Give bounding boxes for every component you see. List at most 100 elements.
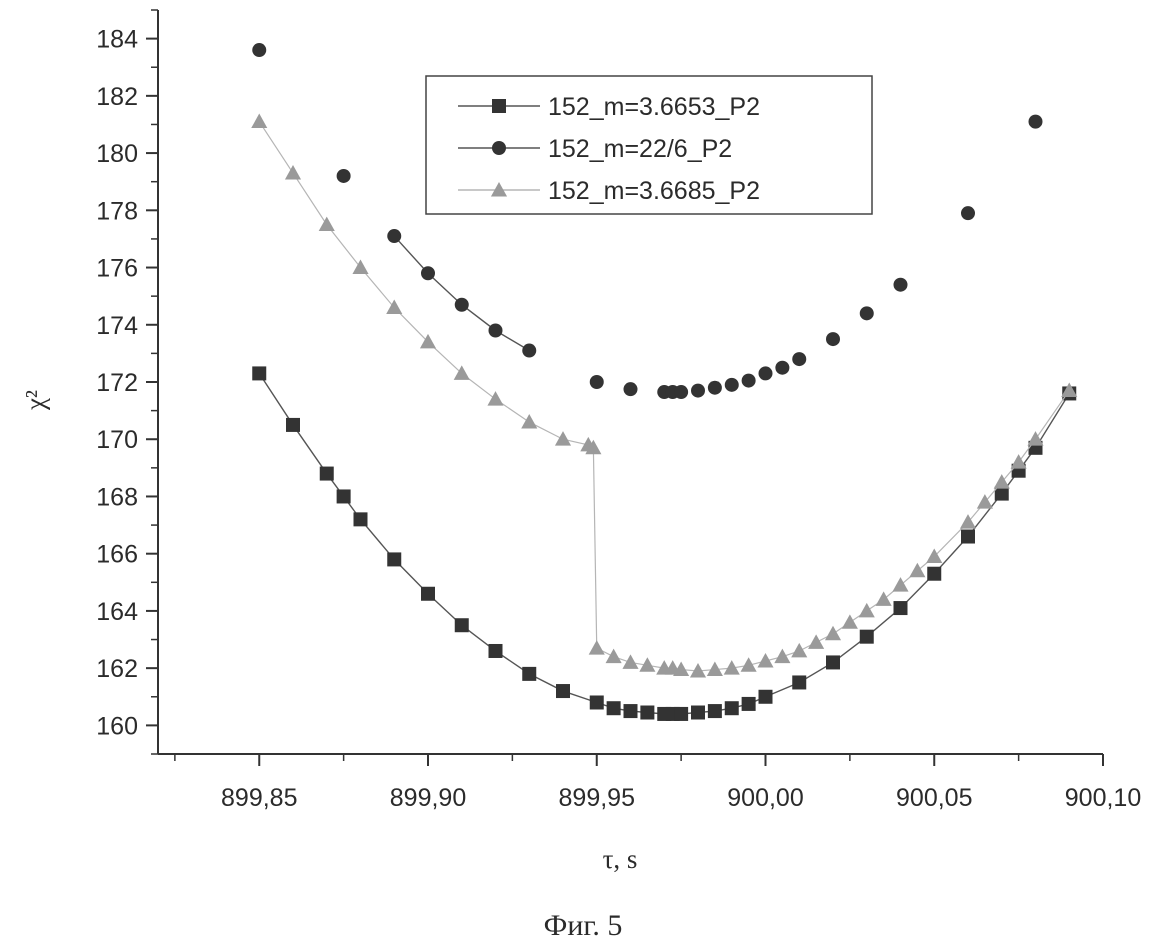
y-tick-label: 160 — [96, 712, 138, 740]
x-axis-title-group: τ, s — [603, 844, 638, 874]
y-tick-label: 166 — [96, 541, 138, 569]
data-point — [319, 466, 334, 481]
data-point — [959, 514, 977, 529]
data-point — [740, 657, 757, 672]
data-point — [775, 360, 790, 375]
y-tick-label: 168 — [96, 483, 138, 511]
series-line — [258, 121, 1070, 672]
data-point — [639, 657, 656, 672]
data-point — [522, 343, 537, 358]
x-ticks: 899,85 899,90 899,95 900,00 900,05 900,10 — [174, 754, 1141, 812]
legend-marker — [490, 181, 508, 197]
data-point — [286, 417, 300, 432]
data-point — [252, 43, 267, 58]
data-point — [723, 660, 740, 675]
data-point — [487, 391, 504, 406]
data-point — [724, 701, 739, 716]
data-point — [251, 113, 268, 129]
data-point — [757, 652, 774, 668]
data-point — [284, 165, 302, 180]
data-point — [353, 512, 368, 527]
data-point — [606, 701, 621, 716]
y-tick-label: 184 — [96, 26, 138, 54]
x-tick-label: 900,00 — [727, 784, 803, 812]
x-tick-label: 899,95 — [559, 784, 635, 812]
data-point — [1028, 114, 1043, 129]
x-axis-title: τ, s — [603, 844, 638, 874]
data-point — [421, 266, 435, 281]
data-point — [454, 297, 469, 312]
y-ticks: 160 162 164 166 168 170 172 174 176 178 180 182 184 — [96, 9, 158, 755]
data-point — [826, 655, 840, 670]
data-point — [994, 486, 1009, 501]
data-point — [893, 277, 908, 292]
data-point — [774, 648, 791, 664]
data-point — [673, 661, 690, 677]
data-point — [386, 299, 403, 315]
data-point — [387, 552, 402, 567]
data-point — [859, 306, 874, 321]
data-point — [556, 684, 570, 699]
data-point — [623, 382, 638, 397]
data-point — [522, 666, 537, 681]
data-point — [1010, 454, 1027, 469]
data-point — [622, 654, 639, 669]
data-point — [454, 618, 469, 633]
data-point — [824, 625, 842, 641]
data-point — [758, 689, 773, 704]
data-point — [926, 548, 943, 563]
legend-marker — [492, 141, 506, 155]
data-point — [724, 377, 739, 392]
data-point — [927, 566, 942, 581]
y-axis-title-group: χ² — [20, 390, 50, 411]
legend: 152_m=3.6653_P2 152_m=22/6_P2 152_m=3.6685… — [425, 75, 873, 215]
data-point — [585, 439, 602, 455]
data-point — [387, 229, 402, 244]
data-point — [758, 366, 773, 381]
data-point — [859, 629, 874, 644]
y-tick-label: 178 — [96, 197, 138, 225]
data-point — [707, 704, 722, 719]
data-point — [858, 602, 875, 618]
data-point — [791, 642, 808, 658]
series-triangle — [251, 113, 1078, 678]
figure-caption: Фиг. 5 — [544, 909, 623, 942]
data-point — [792, 352, 807, 367]
y-axis-title: χ² — [20, 390, 50, 411]
x-tick-label: 900,05 — [896, 784, 972, 812]
data-point — [623, 704, 638, 719]
data-point — [808, 634, 825, 649]
data-point — [419, 333, 437, 349]
data-point — [706, 661, 723, 677]
data-point — [875, 591, 892, 606]
data-point — [318, 216, 335, 232]
data-point — [589, 375, 604, 389]
data-point — [554, 431, 572, 446]
y-tick-label: 170 — [96, 426, 138, 454]
y-tick-label: 176 — [96, 255, 138, 283]
data-point — [976, 494, 993, 509]
legend-marker — [492, 99, 506, 113]
legend-label: 152_m=3.6685_P2 — [548, 177, 760, 205]
data-point — [909, 562, 926, 578]
x-tick-label: 899,90 — [390, 784, 466, 812]
data-point — [841, 614, 858, 629]
data-point — [1061, 382, 1078, 398]
data-point — [691, 383, 705, 398]
y-tick-label: 182 — [96, 83, 138, 111]
series-circle — [252, 43, 1043, 400]
x-tick-label: 899,85 — [221, 784, 297, 812]
data-point — [674, 385, 689, 400]
data-point — [605, 648, 622, 664]
data-point — [691, 705, 705, 720]
data-point — [488, 323, 503, 338]
data-point — [892, 577, 909, 592]
y-tick-label: 162 — [96, 655, 138, 683]
data-point — [488, 643, 503, 658]
data-point — [741, 373, 756, 388]
y-tick-label: 174 — [96, 312, 138, 340]
data-point — [741, 696, 756, 711]
y-tick-label: 172 — [96, 369, 138, 397]
legend-label: 152_m=22/6_P2 — [548, 135, 732, 163]
data-point — [421, 586, 435, 601]
